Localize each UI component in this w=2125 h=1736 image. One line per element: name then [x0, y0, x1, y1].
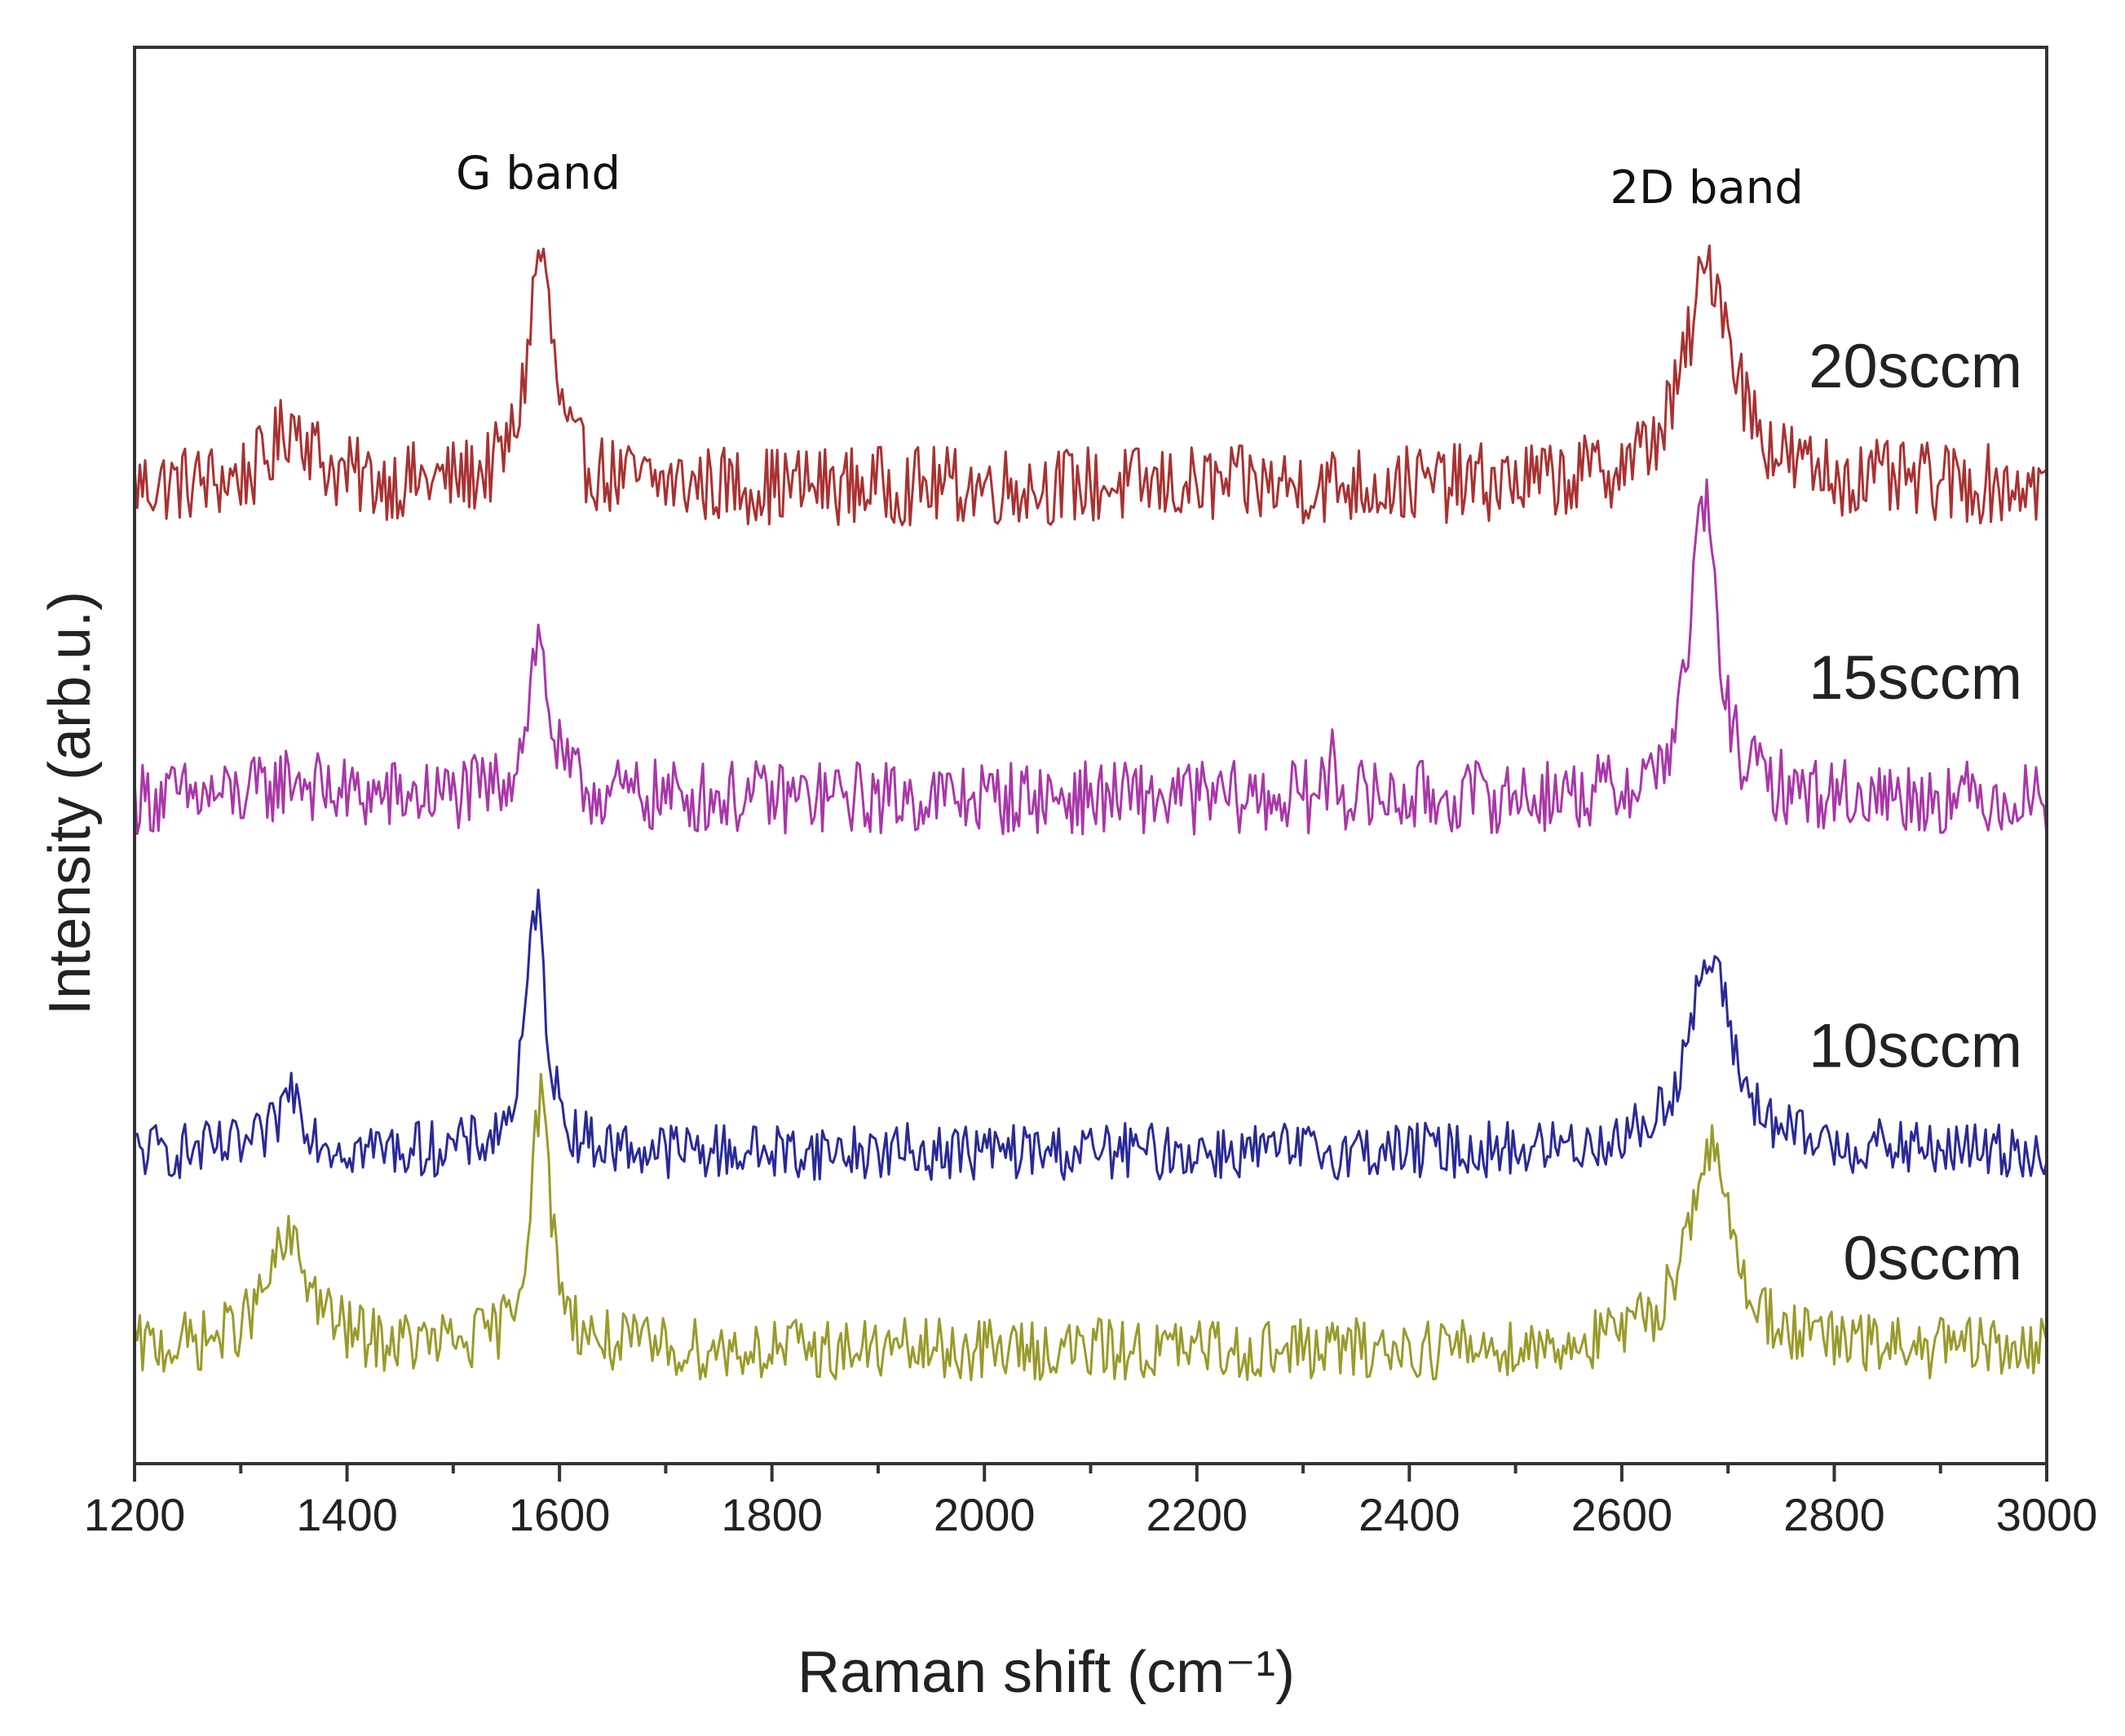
- y-axis-title: Intensity (arb.u.): [38, 591, 103, 1015]
- series-label-10sccm: 10sccm: [1809, 1012, 2022, 1081]
- series-label-0sccm: 0sccm: [1843, 1224, 2022, 1293]
- x-tick-label: 1600: [509, 1489, 611, 1540]
- x-tick-label: 1200: [84, 1489, 186, 1540]
- series-labels: 20sccm 15sccm 10sccm 0sccm: [1809, 332, 2022, 1293]
- twod-band-label: 2D band: [1610, 161, 1803, 214]
- x-tick-label: 2000: [934, 1489, 1036, 1540]
- series-line-0sccm: [133, 1072, 2048, 1381]
- series-line-10sccm: [134, 888, 2048, 1182]
- series-label-15sccm: 15sccm: [1809, 643, 2022, 713]
- band-annotations: G band 2D band: [456, 148, 1804, 214]
- x-tick-label: 1400: [296, 1489, 398, 1540]
- x-tick-label: 2400: [1358, 1489, 1460, 1540]
- x-axis-title: Raman shift (cm⁻¹): [797, 1640, 1295, 1705]
- x-tick-label: 1800: [721, 1489, 823, 1540]
- series-line-15sccm: [133, 478, 2048, 836]
- x-tick-label: 2600: [1571, 1489, 1673, 1540]
- series-line-20sccm: [133, 244, 2048, 527]
- g-band-label: G band: [456, 148, 621, 201]
- x-tick-label: 2200: [1146, 1489, 1248, 1540]
- series-layer: [133, 244, 2048, 1381]
- series-label-20sccm: 20sccm: [1809, 332, 2022, 401]
- x-tick-label: 3000: [1996, 1489, 2098, 1540]
- x-axis-ticks: 1200 1400 1600 1800 2000 2200 2400 2600 2800 3000: [84, 1464, 2098, 1540]
- x-tick-label: 2800: [1783, 1489, 1885, 1540]
